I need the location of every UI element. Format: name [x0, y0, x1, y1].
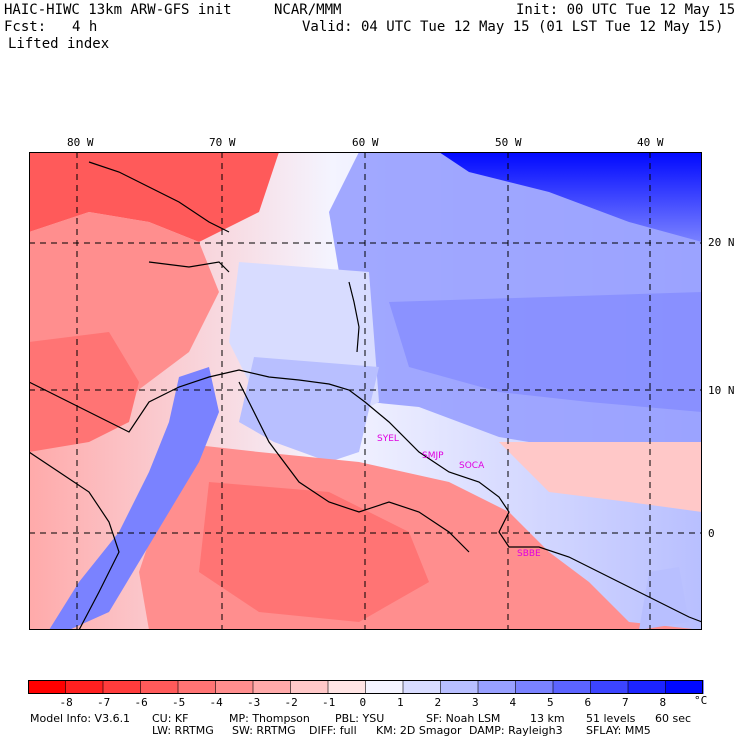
- colorbar-tick-label: 6: [584, 696, 592, 709]
- footer-mp: MP: Thompson: [229, 712, 310, 725]
- valid-time: Valid: 04 UTC Tue 12 May 15 (01 LST Tue …: [302, 19, 724, 35]
- lon-label-70w: 70 W: [209, 136, 236, 149]
- lat-label-0: 0: [708, 527, 715, 540]
- footer-model-info: Model Info: V3.6.1: [30, 712, 131, 725]
- colorbar-tick-label: -6: [134, 696, 148, 709]
- lon-label-80w: 80 W: [67, 136, 94, 149]
- central-atlantic-stable: [389, 292, 702, 412]
- colorbar-tick-label: -1: [322, 696, 336, 709]
- colorbar-cell: [553, 680, 591, 694]
- lifted-index-map: SYEL SMJP SOCA SBBE: [29, 152, 702, 630]
- colorbar-tick-label: 5: [547, 696, 554, 709]
- colorbar-tick-label: 4: [509, 696, 517, 709]
- colorbar-cell: [215, 680, 254, 694]
- footer-timestep: 60 sec: [655, 712, 692, 725]
- colorbar-cell: [253, 680, 291, 694]
- colorbar-tick-label: 0: [359, 696, 367, 709]
- plot-title: HAIC-HIWC 13km ARW-GFS init: [4, 2, 232, 18]
- footer-sw: SW: RRTMG: [232, 724, 296, 737]
- colorbar-tick-label: -2: [284, 696, 298, 709]
- station-sbbe: SBBE: [517, 549, 541, 559]
- colorbar-cell: [628, 680, 666, 694]
- colorbar-cell: [103, 680, 141, 694]
- lat-label-10n: 10 N: [708, 384, 735, 397]
- gulf-unstable-region: [29, 152, 279, 242]
- fcst-value: 4 h: [72, 19, 98, 35]
- lat-label-20n: 20 N: [708, 236, 735, 249]
- footer-sf: SF: Noah LSM: [426, 712, 501, 725]
- colorbar-cell: [403, 680, 441, 694]
- lon-label-40w: 40 W: [637, 136, 664, 149]
- coastlines: [29, 161, 702, 630]
- colorbar-tick-label: -4: [209, 696, 223, 709]
- colorbar-cell: [65, 680, 104, 694]
- colorbar-cell: [140, 680, 179, 694]
- org-label: NCAR/MMM: [274, 2, 342, 18]
- footer-km: KM: 2D Smagor: [376, 724, 462, 737]
- footer-pbl: PBL: YSU: [335, 712, 385, 725]
- colorbar-tick-label: 3: [472, 696, 479, 709]
- colorbar-tick-label: -8: [59, 696, 73, 709]
- north-atlantic-strong-stable: [439, 152, 702, 242]
- colorbar-tick-label: -3: [247, 696, 261, 709]
- map-frame: [29, 152, 702, 630]
- colorbar-cell: [28, 680, 66, 694]
- fcst-label: Fcst:: [4, 19, 47, 35]
- colorbar: [28, 680, 704, 694]
- footer-resolution: 13 km: [530, 712, 565, 725]
- station-syel: SYEL: [377, 434, 399, 444]
- colorbar-unit: °C: [694, 694, 708, 707]
- colorbar-tick-label: 8: [659, 696, 667, 709]
- andes-stable-band: [49, 367, 219, 630]
- colorbar-tick-label: -7: [97, 696, 111, 709]
- eastern-caribbean-stable: [239, 357, 379, 462]
- lon-label-60w: 60 W: [352, 136, 379, 149]
- colorbar-cell: [365, 680, 404, 694]
- colorbar-tick-label: 2: [434, 696, 442, 709]
- colorbar-cell: [515, 680, 554, 694]
- colorbar-cell: [328, 680, 366, 694]
- colorbar-cell: [590, 680, 629, 694]
- se-stable-patch: [639, 567, 689, 630]
- colorbar-cell: [440, 680, 479, 694]
- amazon-unstable-core: [199, 482, 429, 622]
- init-time: Init: 00 UTC Tue 12 May 15: [516, 2, 736, 18]
- lat-lon-grid: [29, 152, 702, 630]
- footer-damp: DAMP: Rayleigh3: [469, 724, 563, 737]
- colorbar-tick-label: -5: [172, 696, 186, 709]
- colorbar-tick-label: 7: [622, 696, 629, 709]
- field-name: Lifted index: [8, 36, 110, 52]
- colorbar-tick-label: 1: [397, 696, 404, 709]
- station-smjp: SMJP: [422, 451, 444, 461]
- colorbar-cell: [665, 680, 704, 694]
- equatorial-atlantic-weak-unstable: [499, 442, 702, 512]
- footer-lw: LW: RRTMG: [152, 724, 214, 737]
- central-america-unstable: [29, 332, 139, 452]
- footer-levels: 51 levels: [586, 712, 636, 725]
- footer-diff: DIFF: full: [309, 724, 357, 737]
- footer-cu: CU: KF: [152, 712, 189, 725]
- station-soca: SOCA: [459, 461, 485, 471]
- colorbar-cell: [178, 680, 216, 694]
- footer-sflay: SFLAY: MM5: [586, 724, 651, 737]
- colorbar-cell: [478, 680, 516, 694]
- colorbar-cell: [290, 680, 329, 694]
- lon-label-50w: 50 W: [495, 136, 522, 149]
